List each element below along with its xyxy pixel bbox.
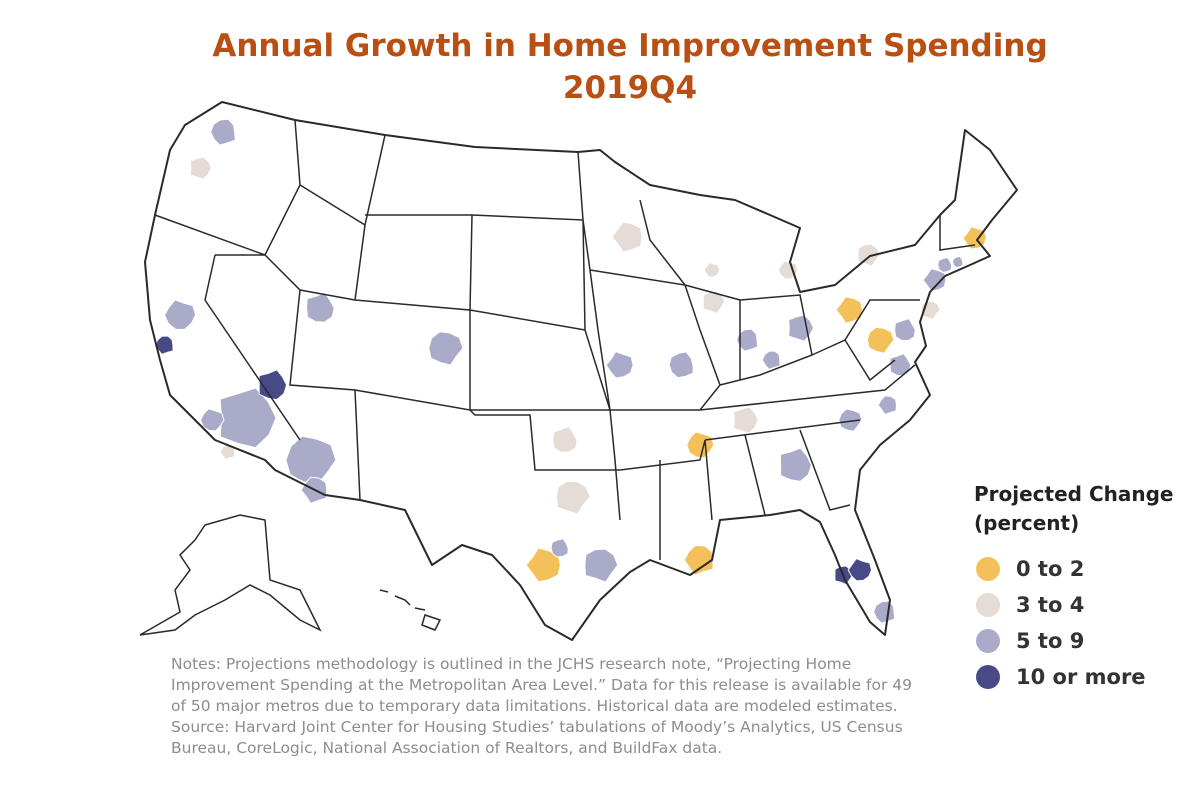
legend-label: 0 to 2 — [1016, 557, 1085, 581]
source-text: Source: Harvard Joint Center for Housing… — [171, 718, 903, 757]
metro-area — [584, 548, 619, 583]
metro-area — [668, 351, 694, 379]
metro-area — [761, 350, 781, 370]
legend-swatch — [976, 629, 1000, 653]
title-line-2: 2019Q4 — [562, 70, 698, 106]
metro-area — [788, 314, 815, 342]
legend-label: 5 to 9 — [1016, 629, 1085, 653]
metro-area — [951, 255, 964, 269]
legend-label: 10 or more — [1016, 665, 1146, 689]
metro-area — [937, 256, 953, 273]
us-outline — [144, 101, 1018, 641]
metro-area — [877, 395, 898, 416]
title-line-1: Annual Growth in Home Improvement Spendi… — [212, 28, 1048, 64]
metro-area — [686, 431, 715, 459]
metro-area — [736, 328, 759, 352]
metro-area — [703, 261, 721, 278]
alaska-outline — [139, 514, 322, 636]
metro-area — [922, 268, 947, 292]
metro-area — [866, 326, 895, 354]
metro-area — [779, 447, 813, 482]
metro-area — [200, 408, 225, 432]
metro-area — [550, 538, 569, 558]
legend-swatch — [976, 593, 1000, 617]
notes-block: Notes: Projections methodology is outlin… — [171, 654, 931, 759]
metro-area — [702, 290, 726, 315]
metro-area — [210, 118, 236, 146]
metro-area — [552, 426, 578, 453]
hawaii-outline — [379, 589, 442, 631]
state-borders — [154, 119, 976, 560]
legend-item-3-to-4: 3 to 4 — [976, 593, 1084, 617]
legend-item-5-to-9: 5 to 9 — [976, 629, 1084, 653]
metro-area — [894, 318, 916, 342]
metro-area — [189, 156, 213, 180]
metro-area — [306, 292, 335, 323]
metro-areas — [154, 118, 987, 624]
metro-area — [555, 480, 591, 515]
notes-text: Notes: Projections methodology is outlin… — [171, 655, 912, 715]
metro-area — [428, 331, 464, 366]
metro-area — [683, 544, 714, 576]
metro-area — [847, 557, 873, 582]
metro-area — [838, 408, 863, 432]
legend-title-line-2: (percent) — [974, 511, 1080, 535]
legend-label: 3 to 4 — [1016, 593, 1085, 617]
metro-area — [163, 299, 197, 330]
metro-area — [605, 351, 634, 379]
metro-area — [611, 221, 643, 253]
metro-area — [733, 406, 759, 434]
legend-title: Projected Change (percent) — [974, 480, 1173, 538]
legend-swatch — [976, 665, 1000, 689]
metro-area — [835, 296, 863, 324]
metro-area — [258, 369, 288, 401]
legend-title-line-1: Projected Change — [974, 482, 1174, 506]
legend-item-10-or-more: 10 or more — [976, 665, 1146, 689]
legend-swatch — [976, 557, 1000, 581]
legend-item-0-to-2: 0 to 2 — [976, 557, 1084, 581]
metro-area — [777, 260, 799, 280]
metro-area — [873, 600, 896, 624]
metro-area — [889, 352, 912, 377]
